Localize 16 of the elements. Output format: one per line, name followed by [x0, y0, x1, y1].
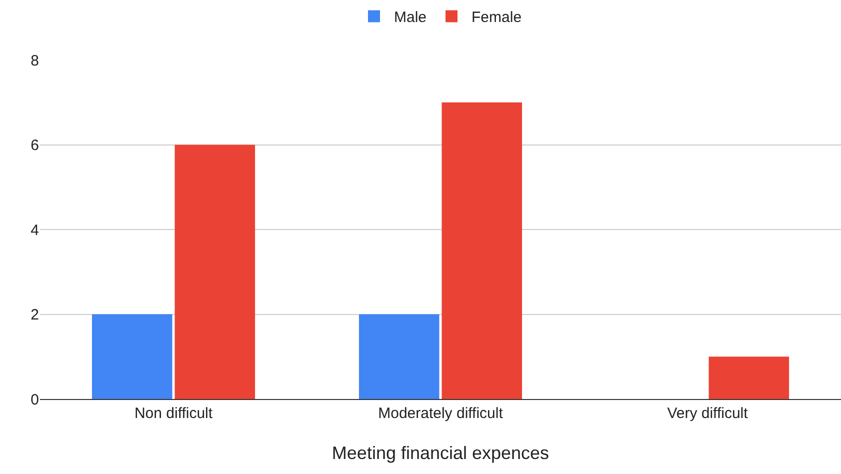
x-axis-title: Meeting financial expences — [332, 443, 550, 464]
legend-label: Male — [394, 9, 427, 26]
y-tick-label: 8 — [30, 52, 39, 70]
x-tick-label: Non difficult — [134, 405, 214, 422]
y-tick-label: 6 — [30, 137, 39, 154]
bar — [708, 356, 790, 399]
x-tick-label: Very difficult — [667, 405, 749, 422]
bar — [92, 314, 172, 399]
x-tick-label: Moderately difficult — [378, 405, 504, 422]
bar — [358, 314, 440, 399]
bar — [442, 102, 522, 399]
y-tick-label: 4 — [30, 222, 39, 239]
y-tick-label: 2 — [30, 306, 39, 324]
legend-label: Female — [472, 9, 522, 26]
y-tick-label: 0 — [30, 391, 39, 408]
bar — [174, 144, 256, 399]
